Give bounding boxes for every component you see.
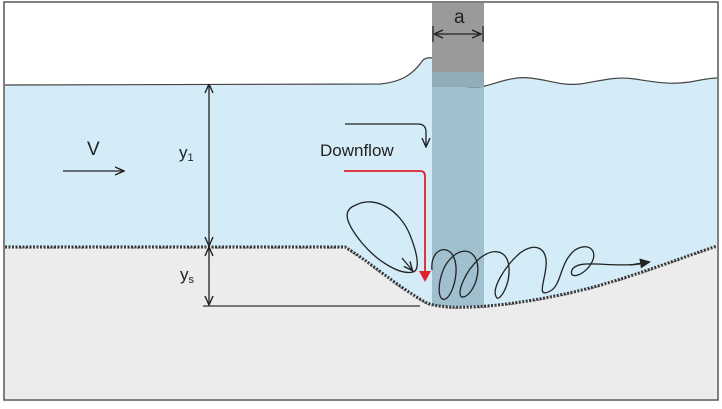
water-body — [5, 57, 717, 308]
flow-depth-subscript: 1 — [188, 152, 194, 164]
surface-roller-arrow — [345, 123, 426, 146]
flow-depth-symbol: y — [179, 143, 188, 162]
velocity-label: V — [87, 139, 100, 160]
diagram-frame — [3, 1, 719, 401]
pier-width-label: a — [454, 7, 465, 28]
scour-depth-label: ys — [180, 265, 195, 286]
water-surface — [4, 57, 718, 89]
sediment-bed — [5, 246, 717, 399]
bed-surface-texture — [5, 246, 718, 309]
bed-surface — [5, 244, 718, 309]
upstream-vortex-arrow — [401, 257, 412, 270]
wake-vortex-spiral — [431, 246, 641, 301]
wake-vortex-arrow — [629, 258, 651, 269]
downflow-arrow — [344, 170, 431, 282]
bridge-pier-submerged — [432, 72, 484, 306]
scour-depth-subscript: s — [189, 274, 195, 286]
scour-depth-symbol: y — [180, 265, 189, 284]
flow-depth-label: y1 — [179, 143, 194, 164]
downflow-label: Downflow — [320, 141, 394, 160]
